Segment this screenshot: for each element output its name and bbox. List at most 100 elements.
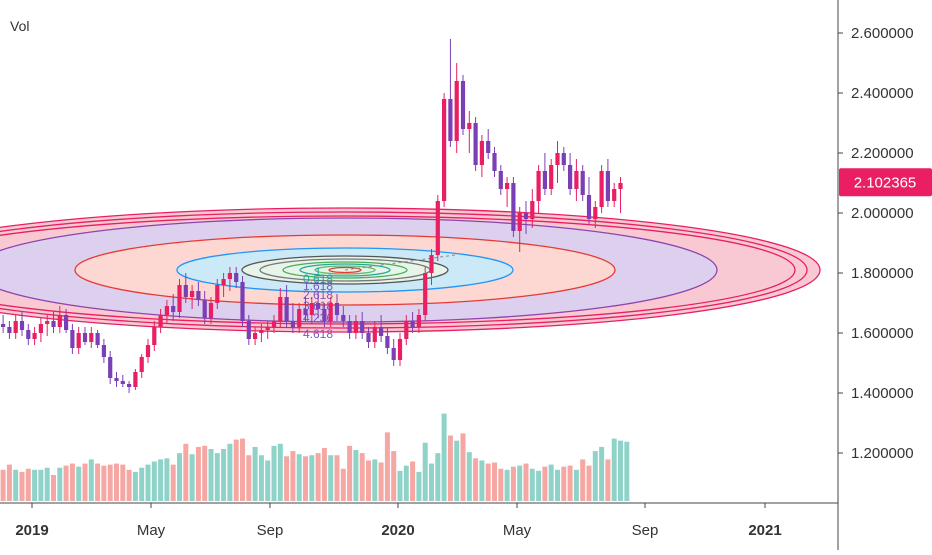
volume-bar (214, 453, 220, 501)
y-tick-label: 2.600000 (851, 25, 914, 42)
volume-bar (555, 469, 560, 501)
y-tick-label: 1.200000 (851, 445, 914, 462)
fib-level-label: 0.618 (303, 272, 333, 286)
candle-body (347, 321, 352, 333)
candle-body (114, 378, 119, 381)
volume-bar (391, 451, 397, 501)
volume-bar (580, 459, 586, 501)
volume-bar (240, 438, 245, 501)
volume-bars (0, 413, 630, 501)
volume-bar (88, 459, 94, 501)
volume-bar (454, 440, 460, 501)
volume-bar (384, 432, 390, 501)
volume-bar (460, 433, 466, 501)
candle-body (605, 171, 610, 201)
volume-bar (605, 459, 611, 501)
candle-body (397, 339, 403, 360)
volume-bar (517, 465, 523, 501)
volume-bar (0, 469, 6, 501)
volume-bar (573, 469, 579, 501)
volume-bar (485, 463, 491, 501)
candle-body (385, 336, 390, 348)
volume-bar (296, 454, 302, 501)
y-tick-label: 1.800000 (851, 265, 914, 282)
y-tick-label: 1.600000 (851, 325, 914, 342)
candle-body (271, 321, 277, 327)
candle-body (593, 207, 598, 219)
candle-body (492, 153, 497, 171)
y-tick-label: 2.200000 (851, 145, 914, 162)
candle-body (479, 141, 484, 165)
candle-body (549, 165, 554, 189)
candle-body (89, 333, 94, 342)
volume-bar (542, 466, 548, 501)
candle-body (404, 321, 409, 339)
volume-bar (57, 467, 63, 501)
volume-bar (466, 452, 472, 501)
volume-bar (359, 453, 365, 501)
volume-bar (101, 465, 107, 501)
volume-bar (592, 451, 598, 501)
candle-body (442, 99, 447, 201)
last-price-badge (839, 168, 932, 197)
x-tick-label: Sep (257, 522, 284, 539)
volume-bar (334, 455, 340, 501)
volume-bar (548, 464, 554, 501)
candle-body (618, 183, 623, 189)
candle-body (19, 321, 25, 330)
last-price-label: 2.102365 (854, 174, 917, 191)
candle-body (234, 273, 239, 282)
candle-body (328, 303, 333, 321)
volume-bar (378, 462, 384, 501)
candle-body (341, 315, 346, 321)
candle-body (517, 213, 522, 231)
candlesticks (1, 39, 623, 393)
y-tick-label: 2.000000 (851, 205, 914, 222)
y-tick-label: 2.400000 (851, 85, 914, 102)
volume-bar (51, 475, 56, 501)
candle-body (334, 303, 340, 315)
volume-bar (114, 463, 119, 501)
candle-body (183, 285, 188, 297)
volume-bar (353, 450, 359, 501)
candle-body (95, 333, 100, 345)
volume-bar (76, 466, 82, 501)
candle-body (76, 333, 81, 348)
volume-bar (271, 445, 277, 501)
candle-body (561, 153, 566, 165)
y-tick-label: 1.400000 (851, 385, 914, 402)
candle-body (353, 321, 358, 333)
volume-bar (145, 464, 151, 501)
candle-body (448, 99, 453, 141)
volume-bar (132, 471, 138, 501)
candle-body (171, 306, 176, 312)
volume-bar (586, 465, 592, 501)
fib-circle (314, 265, 376, 275)
candle-body (360, 321, 365, 333)
candle-body (429, 255, 434, 273)
volume-bar (284, 456, 290, 501)
x-tick-label: 2019 (15, 522, 48, 539)
volume-bar (618, 440, 623, 501)
candle-body (309, 303, 314, 315)
candle-body (322, 309, 327, 321)
x-tick-label: May (137, 522, 166, 539)
volume-bar (498, 468, 504, 501)
volume-bar (561, 466, 567, 501)
volume-bar (321, 447, 327, 501)
x-tick-label: May (503, 522, 532, 539)
volume-bar (208, 449, 214, 501)
candle-body (265, 327, 270, 330)
candle-body (208, 303, 214, 318)
volume-bar (32, 469, 38, 501)
candle-body (410, 321, 415, 327)
candle-body (1, 324, 6, 327)
volume-bar (63, 465, 69, 501)
volume-bar (340, 468, 346, 501)
candle-body (435, 201, 440, 255)
volume-bar (25, 468, 31, 501)
candle-body (215, 285, 220, 303)
volume-bar (504, 469, 510, 501)
candle-body (612, 189, 617, 201)
